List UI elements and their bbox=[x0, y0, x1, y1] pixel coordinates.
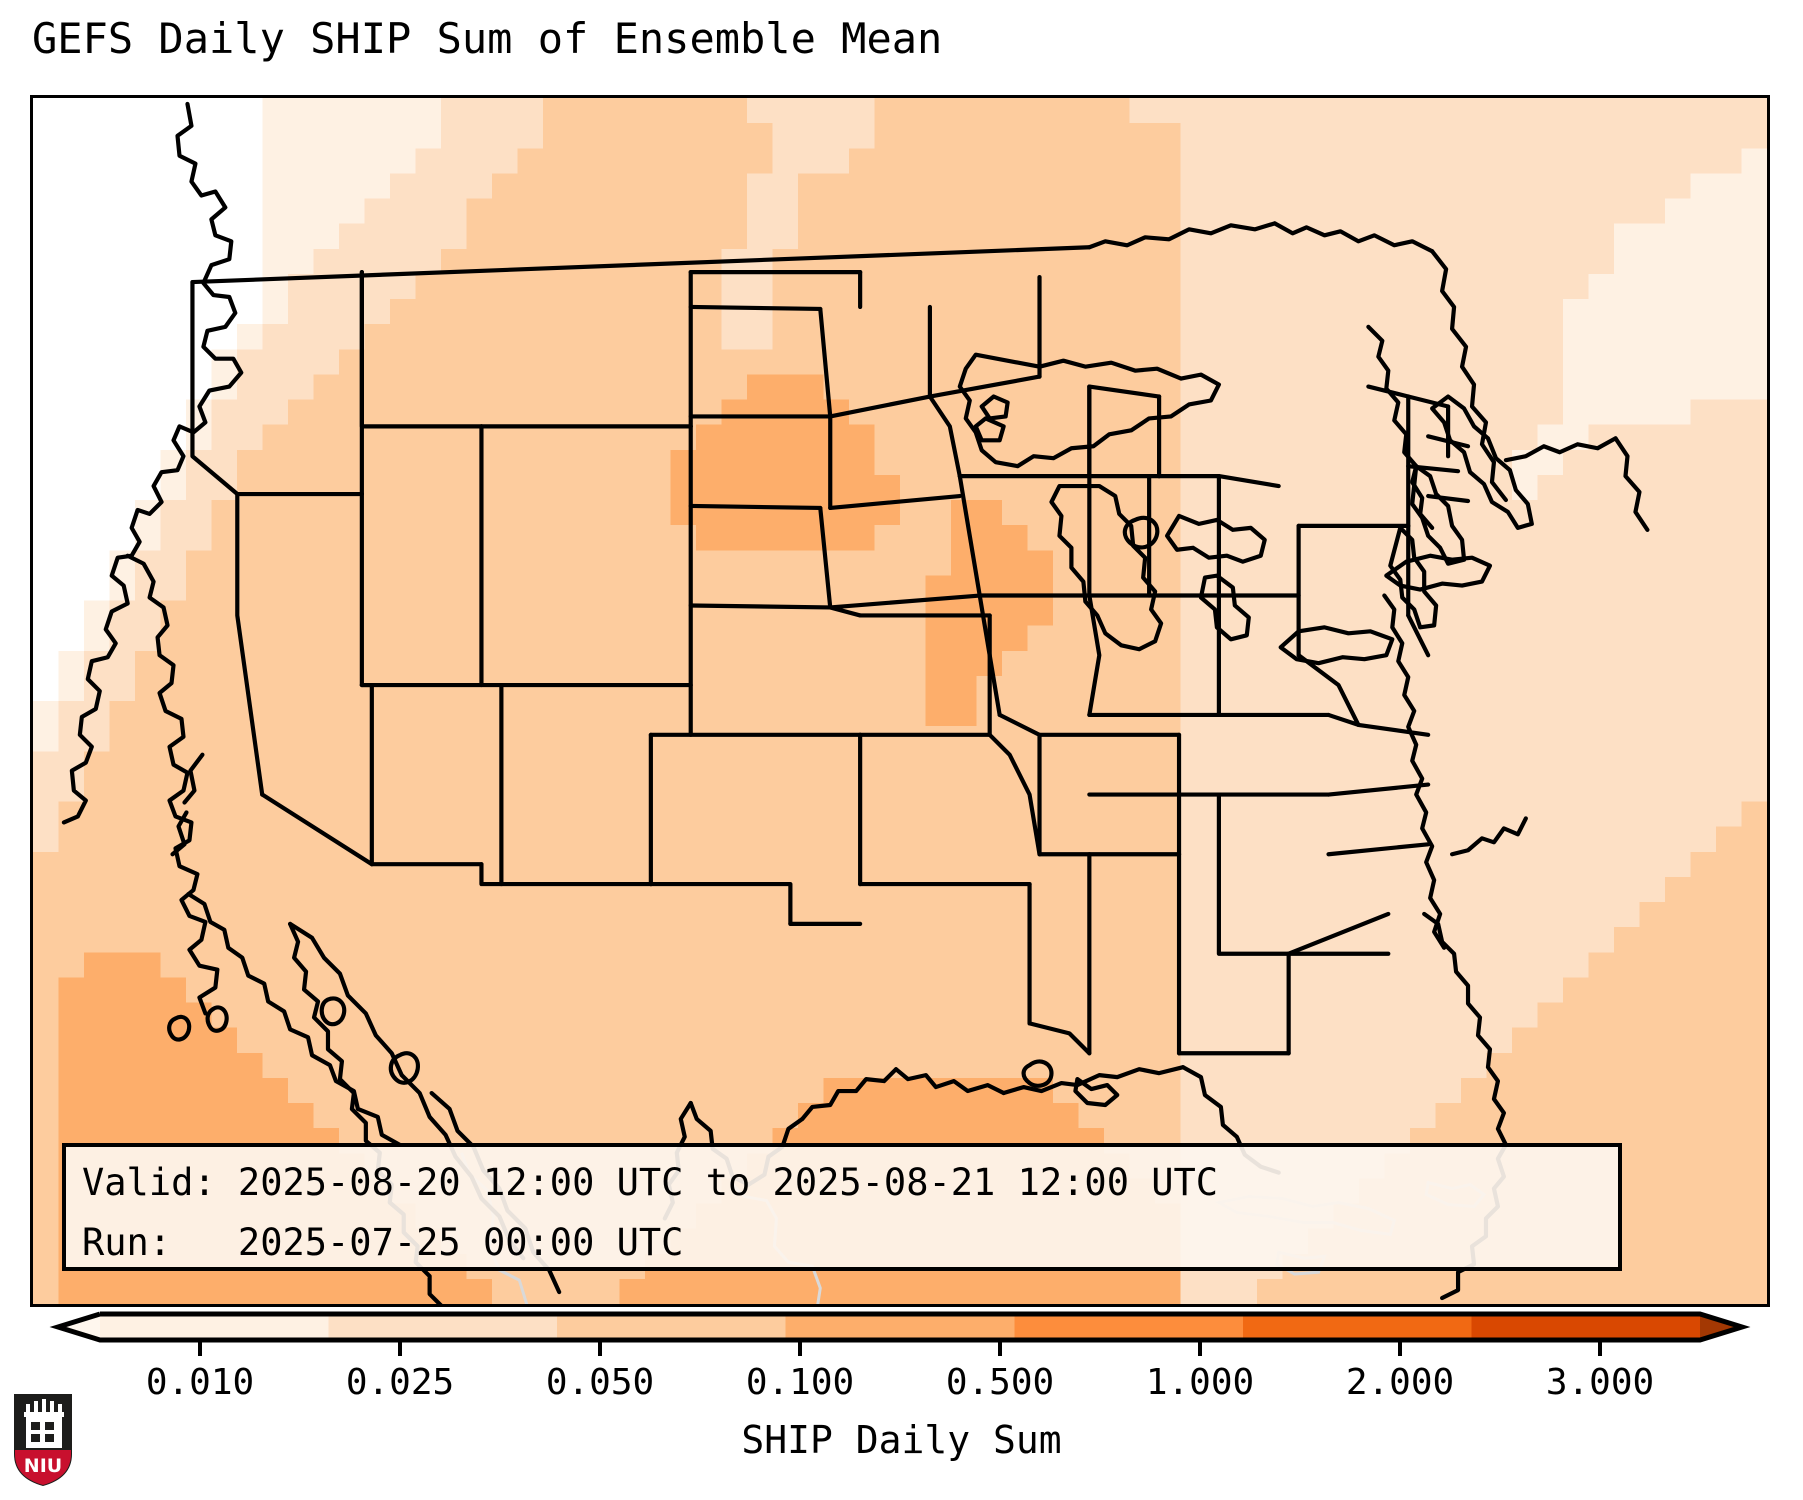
colorbar-ticks bbox=[198, 1340, 1602, 1356]
niu-logo: NIU bbox=[12, 1392, 74, 1488]
niu-shield-icon: NIU bbox=[14, 1394, 72, 1486]
valid-time-line: Valid: 2025-08-20 12:00 UTC to 2025-08-2… bbox=[82, 1161, 1219, 1204]
run-time-line: Run: 2025-07-25 00:00 UTC bbox=[82, 1221, 684, 1264]
colorbar-svg bbox=[49, 1311, 1751, 1356]
colorbar-bands bbox=[49, 1311, 1751, 1343]
colorbar-tick-label: 0.010 bbox=[145, 1362, 255, 1403]
map-canvas bbox=[33, 98, 1767, 1304]
colorbar-axis-label: SHIP Daily Sum bbox=[741, 1418, 1062, 1462]
page-title: GEFS Daily SHIP Sum of Ensemble Mean bbox=[32, 14, 943, 63]
colorbar-tick-label: 1.000 bbox=[1145, 1362, 1255, 1403]
colorbar-tick-label: 3.000 bbox=[1545, 1362, 1655, 1403]
colorbar-tick-label: 0.500 bbox=[945, 1362, 1055, 1403]
map-panel bbox=[30, 95, 1770, 1307]
colorbar-tick-labels: 0.010 0.025 0.050 0.100 0.500 1.000 2.000 3.000 bbox=[0, 1362, 1803, 1412]
colorbar-tick-label: 0.050 bbox=[545, 1362, 655, 1403]
colorbar-tick-label: 0.025 bbox=[345, 1362, 455, 1403]
coastline-layer bbox=[61, 101, 1650, 1304]
forecast-info-box: Valid: 2025-08-20 12:00 UTC to 2025-08-2… bbox=[62, 1143, 1622, 1271]
colorbar-tick-label: 2.000 bbox=[1345, 1362, 1455, 1403]
colorbar bbox=[0, 1308, 1803, 1368]
colorbar-tick-label: 0.100 bbox=[745, 1362, 855, 1403]
niu-logo-text: NIU bbox=[24, 1455, 62, 1477]
